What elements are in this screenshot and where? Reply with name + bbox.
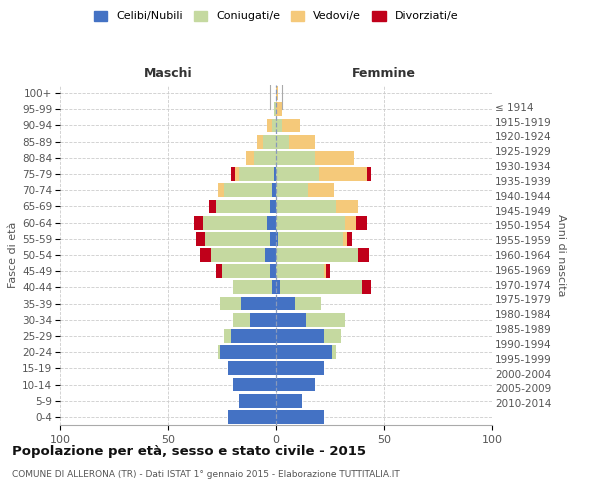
Text: Maschi: Maschi — [143, 67, 193, 80]
Text: Femmine: Femmine — [352, 67, 416, 80]
Bar — [276, 264, 323, 278]
Bar — [319, 167, 367, 181]
Bar — [289, 135, 315, 148]
Bar — [337, 200, 358, 213]
Bar — [276, 86, 278, 100]
Bar — [218, 346, 220, 359]
Bar — [308, 184, 334, 197]
Bar — [220, 346, 276, 359]
Bar — [233, 378, 276, 392]
Bar — [215, 200, 269, 213]
Bar — [356, 216, 367, 230]
Bar — [254, 151, 276, 164]
Bar — [276, 200, 337, 213]
Bar — [276, 313, 306, 326]
Bar — [230, 329, 276, 343]
Bar — [269, 200, 276, 213]
Bar — [295, 296, 322, 310]
Bar — [280, 280, 362, 294]
Bar — [276, 232, 278, 245]
Bar — [343, 232, 347, 245]
Y-axis label: Anni di nascita: Anni di nascita — [556, 214, 566, 296]
Bar — [194, 216, 203, 230]
Bar — [246, 151, 254, 164]
Bar — [276, 184, 308, 197]
Bar — [272, 118, 276, 132]
Bar — [229, 410, 276, 424]
Bar — [347, 232, 352, 245]
Bar — [218, 184, 224, 197]
Bar — [241, 296, 276, 310]
Bar — [274, 102, 276, 116]
Bar — [276, 362, 323, 375]
Bar — [278, 232, 343, 245]
Bar — [276, 248, 358, 262]
Bar — [276, 118, 283, 132]
Bar — [276, 102, 283, 116]
Bar — [239, 394, 276, 407]
Bar — [250, 313, 276, 326]
Bar — [276, 378, 315, 392]
Bar — [215, 264, 222, 278]
Bar — [263, 135, 276, 148]
Bar — [345, 216, 356, 230]
Bar — [200, 248, 211, 262]
Bar — [224, 184, 272, 197]
Bar — [222, 264, 269, 278]
Bar — [229, 362, 276, 375]
Bar — [367, 167, 371, 181]
Bar — [276, 410, 323, 424]
Bar — [276, 151, 315, 164]
Bar — [276, 394, 302, 407]
Bar — [268, 118, 272, 132]
Bar — [274, 167, 276, 181]
Bar — [326, 264, 330, 278]
Bar — [276, 296, 295, 310]
Bar — [283, 118, 300, 132]
Bar — [257, 135, 263, 148]
Bar — [230, 167, 235, 181]
Bar — [211, 248, 265, 262]
Bar — [276, 329, 323, 343]
Bar — [362, 280, 371, 294]
Bar — [233, 280, 272, 294]
Bar — [276, 280, 280, 294]
Text: Popolazione per età, sesso e stato civile - 2015: Popolazione per età, sesso e stato civil… — [12, 445, 366, 458]
Bar — [276, 346, 332, 359]
Bar — [306, 313, 345, 326]
Bar — [233, 313, 250, 326]
Legend: Celibi/Nubili, Coniugati/e, Vedovi/e, Divorziati/e: Celibi/Nubili, Coniugati/e, Vedovi/e, Di… — [94, 10, 458, 22]
Bar — [272, 184, 276, 197]
Bar — [332, 346, 337, 359]
Bar — [268, 216, 276, 230]
Bar — [323, 264, 326, 278]
Bar — [276, 167, 319, 181]
Bar — [205, 232, 269, 245]
Bar — [209, 200, 215, 213]
Bar — [269, 264, 276, 278]
Text: COMUNE DI ALLERONA (TR) - Dati ISTAT 1° gennaio 2015 - Elaborazione TUTTITALIA.I: COMUNE DI ALLERONA (TR) - Dati ISTAT 1° … — [12, 470, 400, 479]
Bar — [220, 296, 241, 310]
Bar — [272, 280, 276, 294]
Bar — [358, 248, 369, 262]
Bar — [235, 167, 239, 181]
Bar — [239, 167, 274, 181]
Bar — [265, 248, 276, 262]
Bar — [224, 329, 230, 343]
Bar — [276, 135, 289, 148]
Bar — [269, 232, 276, 245]
Bar — [196, 232, 205, 245]
Bar — [315, 151, 354, 164]
Bar — [276, 216, 345, 230]
Y-axis label: Fasce di età: Fasce di età — [8, 222, 18, 288]
Bar — [203, 216, 268, 230]
Bar — [323, 329, 341, 343]
